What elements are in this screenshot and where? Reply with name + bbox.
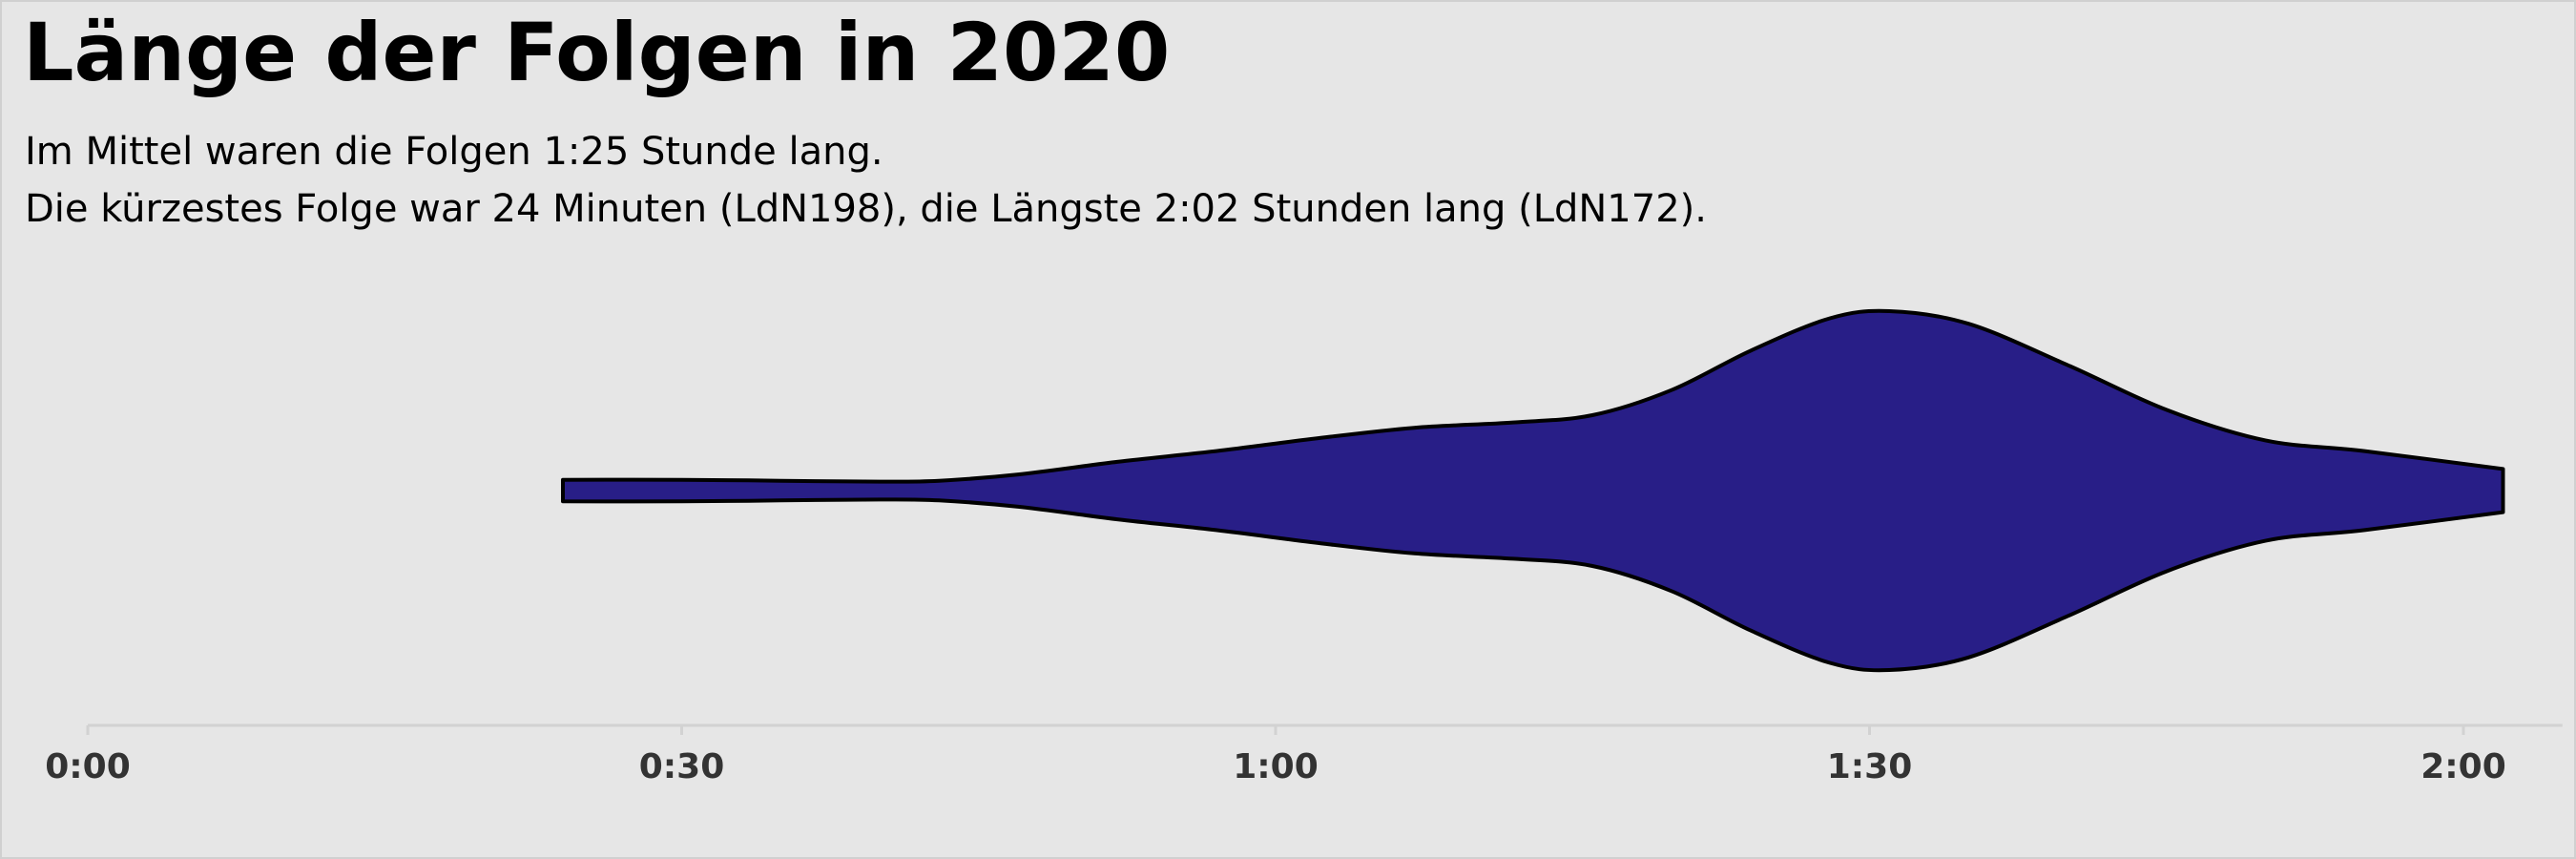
x-tick-label: 0:30 — [639, 747, 725, 786]
x-tick-label: 0:00 — [45, 747, 131, 786]
x-tick-label: 1:30 — [1827, 747, 1913, 786]
x-tick-label: 2:00 — [2420, 747, 2506, 786]
violin-shape — [561, 308, 2505, 673]
chart-subtitle-line-1: Im Mittel waren die Folgen 1:25 Stunde l… — [25, 130, 883, 174]
violin-layer — [561, 308, 2505, 673]
x-axis-ticks: 0:00 0:30 1:00 1:30 2:00 — [45, 725, 2506, 786]
chart-title: Länge der Folgen in 2020 — [23, 6, 1171, 99]
x-tick-label: 1:00 — [1233, 747, 1319, 786]
chart-subtitle-line-2: Die kürzestes Folge war 24 Minuten (LdN1… — [25, 187, 1707, 231]
